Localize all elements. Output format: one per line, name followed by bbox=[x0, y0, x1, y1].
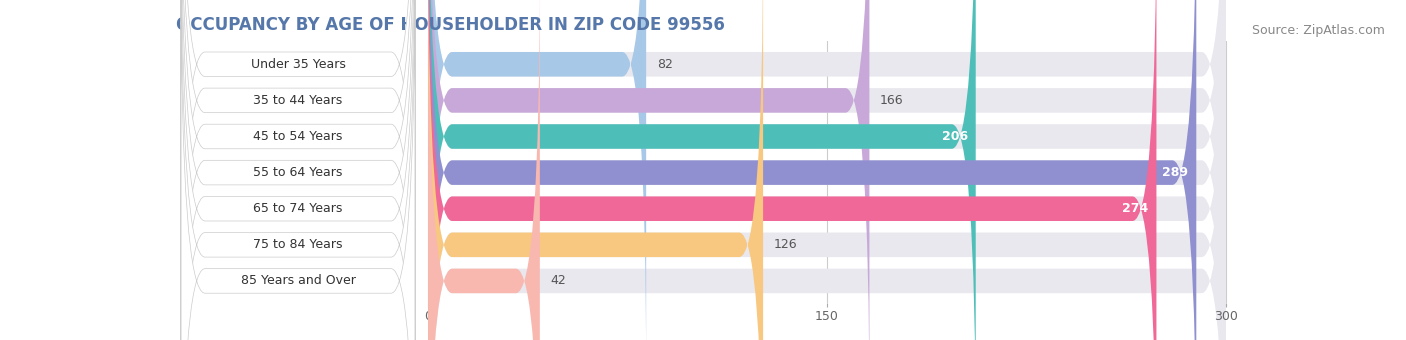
FancyBboxPatch shape bbox=[181, 0, 415, 340]
FancyBboxPatch shape bbox=[429, 0, 1226, 340]
FancyBboxPatch shape bbox=[429, 0, 1226, 340]
Text: 166: 166 bbox=[880, 94, 904, 107]
Text: 126: 126 bbox=[773, 238, 797, 251]
FancyBboxPatch shape bbox=[181, 0, 415, 340]
FancyBboxPatch shape bbox=[429, 0, 976, 340]
Text: 42: 42 bbox=[551, 274, 567, 287]
FancyBboxPatch shape bbox=[181, 0, 415, 340]
Text: 65 to 74 Years: 65 to 74 Years bbox=[253, 202, 343, 215]
FancyBboxPatch shape bbox=[429, 0, 1156, 340]
Text: 75 to 84 Years: 75 to 84 Years bbox=[253, 238, 343, 251]
Text: 206: 206 bbox=[942, 130, 967, 143]
Text: 274: 274 bbox=[1122, 202, 1149, 215]
FancyBboxPatch shape bbox=[429, 0, 1226, 340]
FancyBboxPatch shape bbox=[429, 0, 763, 340]
FancyBboxPatch shape bbox=[429, 0, 540, 340]
FancyBboxPatch shape bbox=[429, 0, 1197, 340]
Text: Under 35 Years: Under 35 Years bbox=[250, 58, 346, 71]
FancyBboxPatch shape bbox=[181, 0, 415, 340]
FancyBboxPatch shape bbox=[181, 0, 415, 340]
Text: 85 Years and Over: 85 Years and Over bbox=[240, 274, 356, 287]
Text: 45 to 54 Years: 45 to 54 Years bbox=[253, 130, 343, 143]
FancyBboxPatch shape bbox=[429, 0, 647, 340]
FancyBboxPatch shape bbox=[181, 0, 415, 340]
Text: Source: ZipAtlas.com: Source: ZipAtlas.com bbox=[1251, 24, 1385, 37]
Text: 55 to 64 Years: 55 to 64 Years bbox=[253, 166, 343, 179]
FancyBboxPatch shape bbox=[429, 0, 1226, 340]
FancyBboxPatch shape bbox=[429, 0, 869, 340]
FancyBboxPatch shape bbox=[181, 0, 415, 340]
Text: 289: 289 bbox=[1163, 166, 1188, 179]
FancyBboxPatch shape bbox=[429, 0, 1226, 340]
Text: 82: 82 bbox=[657, 58, 672, 71]
FancyBboxPatch shape bbox=[429, 0, 1226, 340]
FancyBboxPatch shape bbox=[429, 0, 1226, 340]
Text: 35 to 44 Years: 35 to 44 Years bbox=[253, 94, 343, 107]
Text: OCCUPANCY BY AGE OF HOUSEHOLDER IN ZIP CODE 99556: OCCUPANCY BY AGE OF HOUSEHOLDER IN ZIP C… bbox=[176, 16, 724, 34]
